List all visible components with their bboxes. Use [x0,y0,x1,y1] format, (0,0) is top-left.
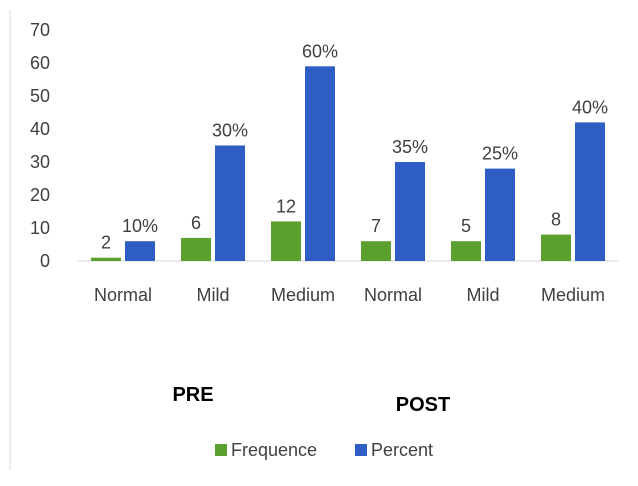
legend-swatch-percent [355,444,367,456]
y-tick-label: 70 [30,20,50,40]
y-tick-label: 30 [30,152,50,172]
percent-data-label: 10% [122,216,158,236]
legend: Frequence Percent [215,440,433,460]
frequence-bar [271,221,301,261]
frequence-data-label: 6 [191,213,201,233]
frequence-bar [541,234,571,261]
group-label-pre: PRE [172,384,213,406]
percent-data-label: 35% [392,137,428,157]
frequence-bar [91,257,121,261]
y-tick-label: 10 [30,218,50,238]
frequence-bar [181,237,211,261]
y-tick-label: 40 [30,119,50,139]
percent-bar [305,66,335,261]
category-label: Medium [541,285,605,305]
percent-data-label: 25% [482,144,518,164]
group-labels: PRE POST [172,384,450,416]
frequence-data-label: 7 [371,216,381,236]
category-labels: Normal Mild Medium Normal Mild Medium [94,285,605,305]
y-tick-label: 20 [30,185,50,205]
legend-label-frequence: Frequence [231,440,317,460]
percent-bar [485,168,515,261]
category-label: Normal [364,285,422,305]
percent-bar [395,162,425,261]
legend-label-percent: Percent [371,440,433,460]
frequence-bar [361,241,391,261]
y-tick-label: 50 [30,86,50,106]
frequence-data-label: 8 [551,210,561,230]
y-tick-label: 0 [40,251,50,271]
category-label: Mild [196,285,229,305]
category-label: Mild [466,285,499,305]
frequence-data-label: 5 [461,216,471,236]
frequence-bar [451,241,481,261]
group-label-post: POST [396,394,450,416]
frequence-data-label: 12 [276,196,296,216]
y-tick-label: 60 [30,53,50,73]
percent-bar [575,122,605,262]
category-label: Normal [94,285,152,305]
frequence-data-label: 2 [101,233,111,253]
percent-bar [215,145,245,261]
bars-layer [91,66,605,262]
percent-data-label: 60% [302,41,338,61]
y-axis-ticks: 0 10 20 30 40 50 60 70 [30,20,50,271]
percent-bar [125,241,155,261]
data-labels-layer: 2 10% 6 30% 12 60% 7 35% 5 25% 8 40% [101,41,608,252]
legend-swatch-frequence [215,444,227,456]
percent-data-label: 40% [572,97,608,117]
category-label: Medium [271,285,335,305]
percent-data-label: 30% [212,121,248,141]
